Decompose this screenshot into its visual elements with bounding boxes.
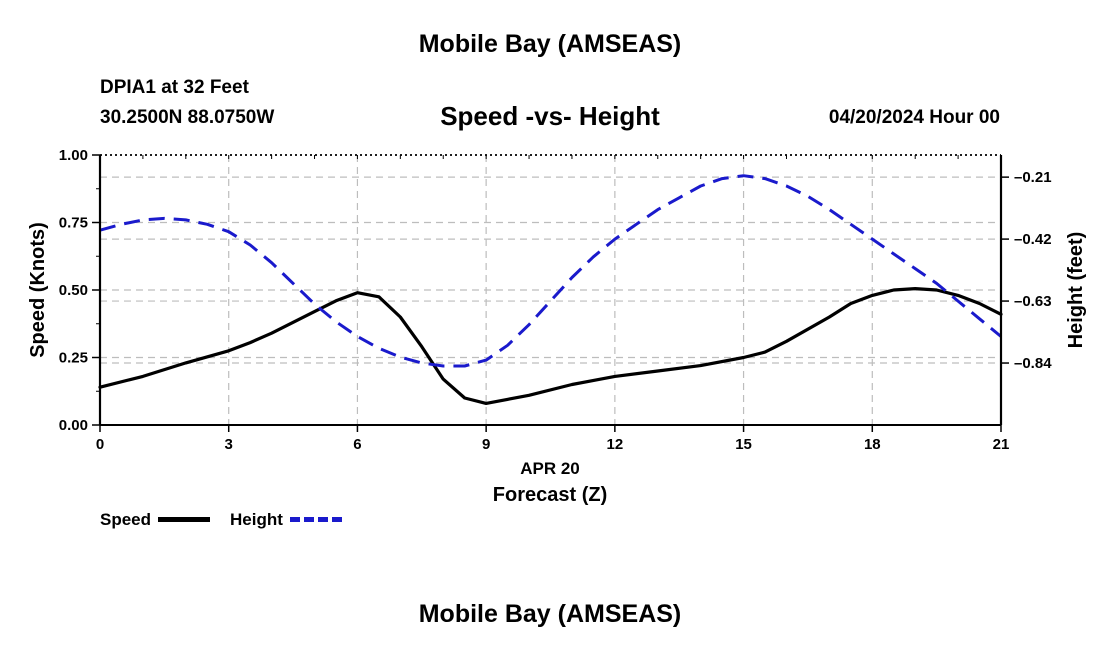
forecast-datetime: 04/20/2024 Hour 00 [828, 107, 1000, 128]
series-line-height [99, 174, 1002, 368]
y-right-tick-label: –0.21 [1014, 169, 1052, 186]
y-left-tick-label: 1.00 [59, 147, 88, 164]
x-tick-label: 15 [735, 436, 752, 453]
footer-title: Mobile Bay (AMSEAS) [418, 600, 682, 628]
x-tick-label: 6 [353, 436, 361, 453]
chart-title: Mobile Bay (AMSEAS) [418, 30, 682, 58]
x-tick-label: 21 [993, 436, 1010, 453]
axis-labels: APR 20 Forecast (Z) Speed (Knots) Height… [27, 222, 1087, 506]
y-right-tick-label: –0.42 [1014, 231, 1052, 248]
legend-item-speed: Speed [100, 509, 210, 530]
y-right-tick-label: –0.84 [1014, 355, 1052, 372]
y-left-tick-label: 0.75 [59, 215, 88, 232]
legend-label-speed: Speed [100, 509, 152, 529]
x-axis-title: Forecast (Z) [493, 484, 607, 506]
left-y-axis-title: Speed (Knots) [27, 222, 49, 358]
legend-label-height: Height [230, 509, 283, 529]
chart-subtitle: Speed -vs- Height [440, 101, 660, 131]
grid [100, 155, 1001, 425]
y-left-tick-label: 0.50 [59, 282, 88, 299]
x-tick-label: 0 [96, 436, 104, 453]
series-lines [98, 174, 1003, 405]
series-line-speed [98, 287, 1003, 405]
legend-item-height: Height [230, 509, 342, 530]
station-coordinates: 30.2500N 88.0750W [100, 107, 275, 128]
legend-swatch-height [289, 517, 342, 523]
station-label: DPIA1 at 32 Feet [100, 77, 249, 98]
x-tick-label: 9 [482, 436, 490, 453]
y-left-tick-label: 0.25 [59, 350, 88, 367]
right-y-axis-title: Height (feet) [1065, 232, 1087, 349]
y-right-tick-label: –0.63 [1014, 293, 1052, 310]
legend-swatch-speed [157, 517, 210, 523]
y-left-tick-label: 0.00 [59, 417, 88, 434]
x-tick-label: 18 [864, 436, 881, 453]
x-tick-label: 12 [607, 436, 624, 453]
x-axis-date-label: APR 20 [520, 459, 580, 478]
axis-ticks: 0 3 6 9 12 15 18 21 0.00 0.25 0.50 0.75 1.00 –0.21 –0.… [59, 147, 1052, 453]
x-tick-label: 3 [225, 436, 233, 453]
